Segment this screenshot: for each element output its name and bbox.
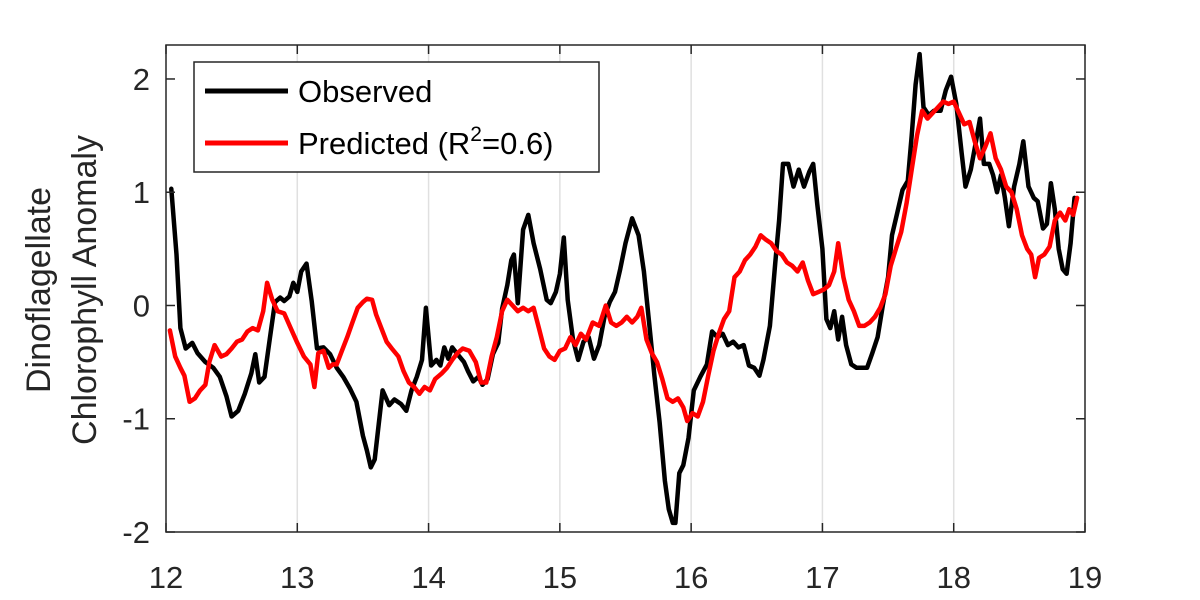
series-line-observed — [169, 51, 1077, 526]
series-line-predicted — [167, 99, 1080, 424]
y-tick-label: 2 — [133, 62, 150, 97]
x-tick-label: 12 — [149, 560, 183, 595]
y-axis-title-line-2: Chlorophyll Anomaly — [66, 135, 104, 445]
legend-label-predicted: Predicted (R2=0.6) — [298, 123, 554, 161]
x-tick-label: 15 — [543, 560, 577, 595]
legend-label-predicted-prefix: Predicted (R — [298, 126, 470, 161]
y-axis-title-line-1: Dinoflagellate — [20, 187, 58, 393]
y-tick-label: 0 — [133, 288, 150, 323]
x-tick-label: 17 — [805, 560, 839, 595]
legend-box — [193, 61, 600, 173]
x-tick-label: 16 — [674, 560, 708, 595]
legend-label-observed: Observed — [298, 74, 432, 109]
y-tick-label: -1 — [122, 402, 150, 437]
plot-series — [167, 51, 1080, 526]
plot-area-frame — [165, 44, 1086, 533]
y-tick-label: 1 — [133, 175, 150, 210]
x-tick-label: 14 — [411, 560, 445, 595]
x-tick-label: 13 — [280, 560, 314, 595]
legend-label-predicted-superscript: 2 — [470, 123, 482, 146]
legend-label-predicted-suffix: =0.6) — [482, 126, 554, 161]
y-tick-label: -2 — [122, 515, 150, 550]
x-tick-label: 19 — [1068, 560, 1102, 595]
x-tick-label: 18 — [936, 560, 970, 595]
legend: Observed Predicted (R2=0.6) — [193, 61, 600, 173]
